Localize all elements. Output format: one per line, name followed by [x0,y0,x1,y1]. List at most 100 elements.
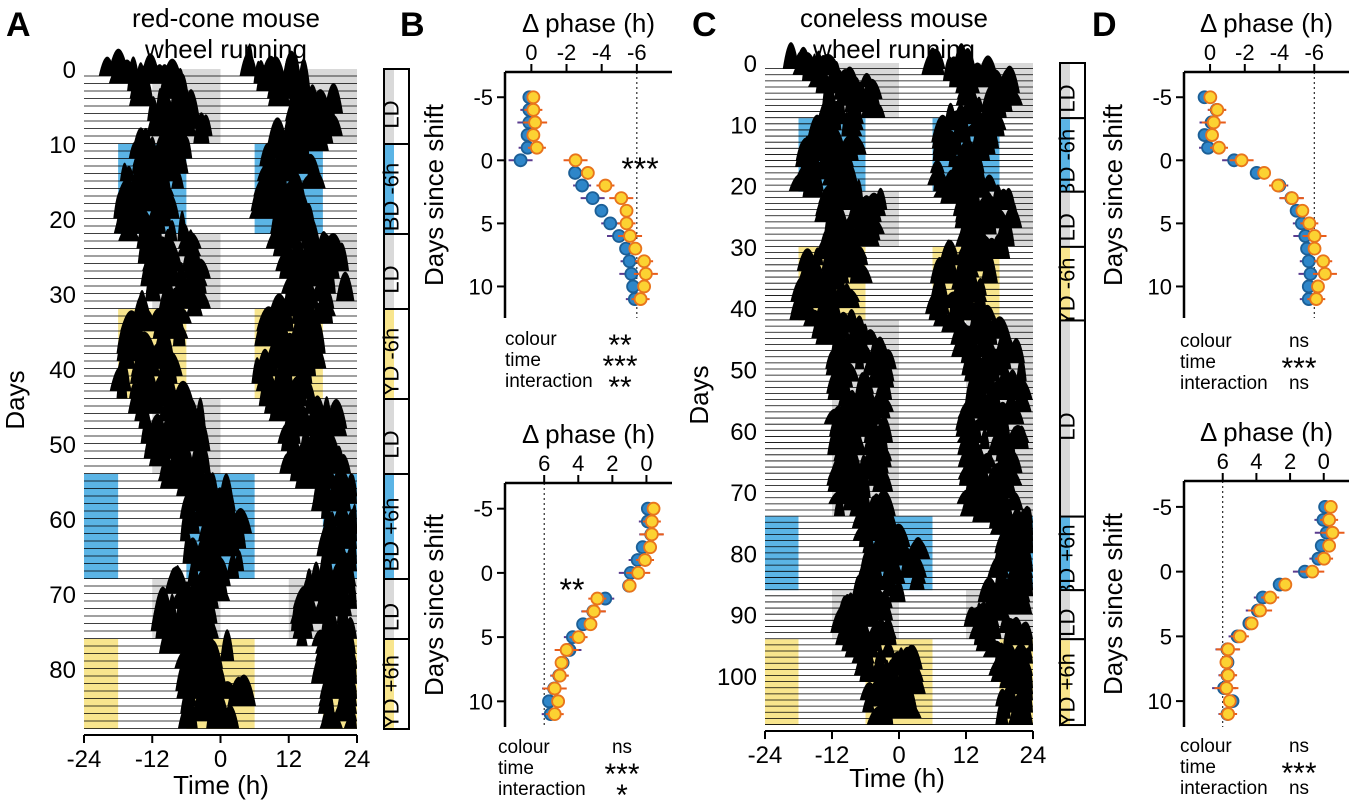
y-tick-label: 10 [1148,274,1172,299]
data-point [1254,604,1266,616]
x-tick-label: 0 [525,40,537,65]
data-point [644,541,656,553]
phase-plot-d-top: 0-2-4-6-50510Δ phase (h)Days since shift… [1098,8,1349,394]
data-point [1258,167,1270,179]
y-tick-label: 10 [730,112,757,139]
data-point [1272,180,1284,192]
y-tick-label: -5 [1152,85,1172,110]
data-point [1323,514,1335,526]
x-tick-label: 4 [1250,449,1262,474]
x-tick-label: -2 [1235,40,1255,65]
actogram-a-title-line2: wheel running [144,34,307,64]
y-tick-label: 5 [1160,211,1172,236]
stat-label: colour [1180,736,1232,757]
data-point [591,593,603,605]
stat-label: time [1180,757,1216,778]
x-tick-label: 6 [1217,449,1229,474]
y-tick-label: 5 [481,625,493,650]
x-tick-label: 0 [214,746,227,773]
protocol-label: LD [1055,213,1080,241]
actogram-a-title-line1: red-cone mouse [132,3,320,33]
data-point [527,129,539,141]
data-point [1246,617,1258,629]
y-tick-label: 0 [1160,560,1172,585]
data-point [573,631,585,643]
data-point [1309,243,1321,255]
protocol-label: LD [379,603,404,631]
stat-value: * [616,779,628,804]
data-point [1224,695,1236,707]
y-tick-label: 0 [481,561,493,586]
stat-value: ns [612,737,632,758]
data-point [638,255,650,267]
y-tick-label: 0 [744,51,757,78]
data-point [639,554,651,566]
data-point [582,167,594,179]
data-point [1234,630,1246,642]
data-point [646,528,658,540]
data-point [570,154,582,166]
x-tick-label: -6 [1304,40,1324,65]
data-point [1323,540,1335,552]
data-point [624,255,636,267]
y-tick-label: -5 [473,85,493,110]
x-axis-label: Δ phase (h) [1200,417,1333,447]
protocol-label: LD [379,430,404,458]
y-axis-label: Days since shift [1098,512,1128,695]
data-point [1211,104,1223,116]
data-point [1220,656,1232,668]
data-point [587,192,599,204]
y-tick-label: 60 [49,507,76,534]
x-tick-label: 2 [1284,449,1296,474]
data-point [629,243,641,255]
actogram-a: -24-120122401020304050607080 [49,43,370,773]
protocol-label: BD +6h [1055,524,1080,598]
data-point [1312,280,1324,292]
x-tick-label: 24 [344,746,371,773]
stat-value: ns [1289,778,1309,799]
x-tick-label: 0 [1318,449,1330,474]
data-point [1222,643,1234,655]
protocol-label: LD [379,265,404,293]
data-point [638,280,650,292]
protocol-label: LD [1055,412,1080,440]
y-tick-label: 90 [730,603,757,630]
actogram-c: -24-12012240102030405060708090100 [717,42,1046,769]
x-tick-label: 6 [538,451,550,476]
x-tick-label: 24 [1020,742,1047,769]
data-point [552,695,564,707]
data-point [621,205,633,217]
actogram-a-xlabel: Time (h) [173,770,269,800]
x-axis-label: Δ phase (h) [522,419,655,449]
data-point [604,217,616,229]
x-tick-label: 0 [892,742,905,769]
actogram-c-ylabel: Days [684,365,714,424]
data-point [1222,708,1234,720]
data-point [585,618,597,630]
y-tick-label: 80 [730,541,757,568]
protocol-label: LD [1055,609,1080,637]
data-point [1296,205,1308,217]
y-tick-label: 30 [730,235,757,262]
stat-value: ns [1289,331,1309,352]
y-axis-label: Days since shift [419,513,449,696]
y-tick-label: 80 [49,657,76,684]
x-tick-label: 12 [953,742,980,769]
y-tick-label: 40 [730,296,757,323]
data-point [1318,553,1330,565]
data-point [1303,255,1315,267]
x-tick-label: -12 [135,746,170,773]
y-tick-label: -5 [473,497,493,522]
y-tick-label: 10 [49,132,76,159]
protocol-label: BD -6h [1055,129,1080,197]
protocol-label: BD +6h [379,498,404,572]
data-point [1222,669,1234,681]
phase-plot-b-top: 0-2-4-6-50510Δ phase (h)Days since shift… [419,8,672,404]
y-tick-label: 10 [1148,689,1172,714]
data-point [527,104,539,116]
data-point [1208,116,1220,128]
data-point [1279,579,1291,591]
data-point [531,142,543,154]
data-point [599,180,611,192]
stat-label: time [498,758,534,779]
